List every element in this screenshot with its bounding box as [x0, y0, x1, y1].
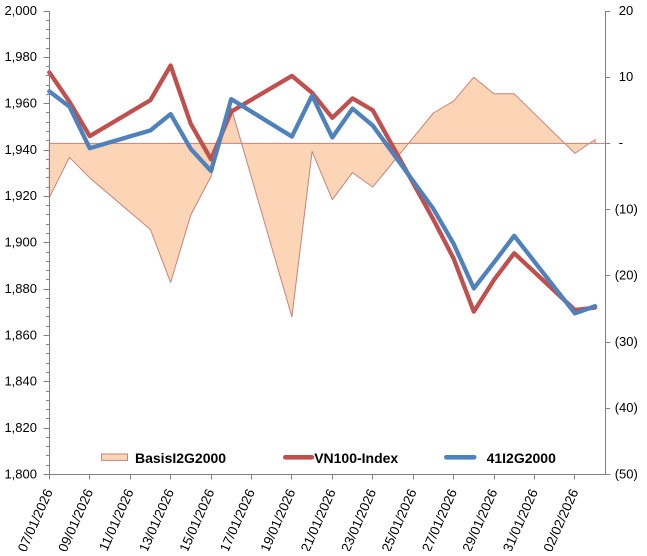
svg-text:1,900: 1,900 — [4, 235, 37, 250]
svg-text:VN100-Index: VN100-Index — [314, 450, 398, 466]
svg-text:20: 20 — [619, 3, 633, 18]
svg-text:1,820: 1,820 — [4, 420, 37, 435]
svg-text:41I2G2000: 41I2G2000 — [487, 450, 556, 466]
svg-text:BasisI2G2000: BasisI2G2000 — [135, 450, 226, 466]
svg-text:-: - — [619, 135, 623, 150]
svg-text:1,860: 1,860 — [4, 327, 37, 342]
svg-text:(50): (50) — [615, 466, 638, 481]
svg-text:1,800: 1,800 — [4, 466, 37, 481]
svg-text:10: 10 — [619, 69, 633, 84]
svg-text:(40): (40) — [615, 400, 638, 415]
svg-text:1,880: 1,880 — [4, 281, 37, 296]
svg-text:1,940: 1,940 — [4, 142, 37, 157]
svg-text:1,920: 1,920 — [4, 188, 37, 203]
svg-text:1,960: 1,960 — [4, 96, 37, 111]
svg-text:1,840: 1,840 — [4, 374, 37, 389]
svg-text:(20): (20) — [615, 268, 638, 283]
svg-text:1,980: 1,980 — [4, 49, 37, 64]
svg-text:(30): (30) — [615, 334, 638, 349]
svg-text:2,000: 2,000 — [4, 3, 37, 18]
svg-text:(10): (10) — [615, 201, 638, 216]
